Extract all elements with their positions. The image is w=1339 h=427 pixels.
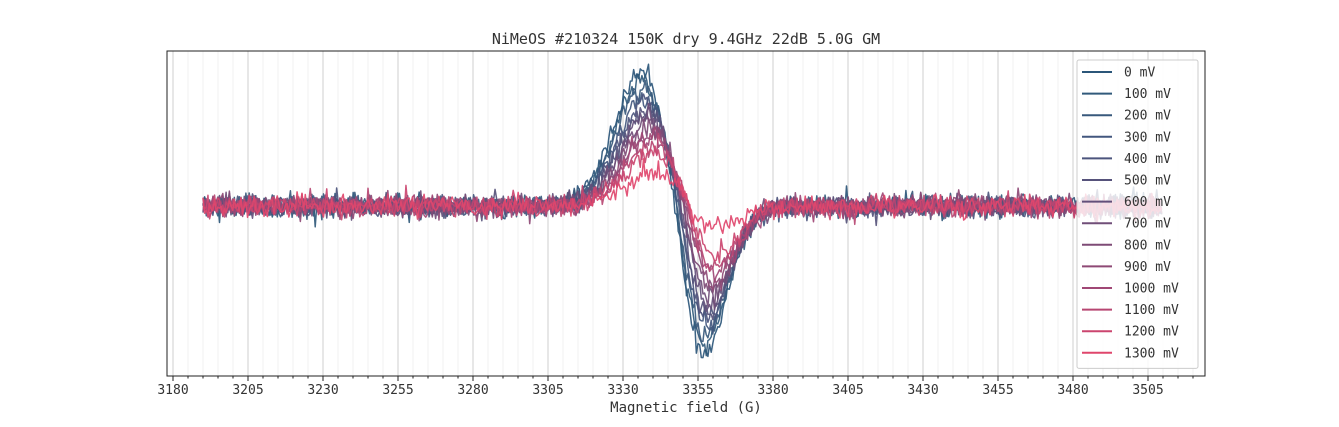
x-tick-label: 3330	[607, 383, 638, 398]
legend-label: 1200 mV	[1124, 325, 1179, 340]
x-tick-label: 3280	[457, 383, 488, 398]
x-tick-label: 3230	[307, 383, 338, 398]
legend-label: 500 mV	[1124, 174, 1171, 189]
x-tick-label: 3430	[907, 383, 938, 398]
series-layer	[202, 63, 1163, 359]
legend-label: 100 mV	[1124, 87, 1171, 102]
series-line	[202, 158, 1163, 235]
x-tick-label: 3405	[832, 383, 863, 398]
legend-label: 1000 mV	[1124, 282, 1179, 297]
plot-frame	[166, 50, 1206, 377]
legend-label: 400 mV	[1124, 152, 1171, 167]
legend-label: 1100 mV	[1124, 303, 1179, 318]
x-tick-label: 3205	[232, 383, 263, 398]
chart-title: NiMeOS #210324 150K dry 9.4GHz 22dB 5.0G…	[492, 30, 880, 48]
series-line	[202, 145, 1163, 264]
x-tick-label: 3480	[1057, 383, 1088, 398]
legend-label: 700 mV	[1124, 217, 1171, 232]
x-tick-label: 3380	[757, 383, 788, 398]
legend-box	[1076, 59, 1199, 369]
x-tick-label: 3180	[157, 383, 188, 398]
legend-label: 900 mV	[1124, 260, 1171, 275]
x-tick-label: 3305	[532, 383, 563, 398]
legend-label: 600 mV	[1124, 195, 1171, 210]
x-tick-label: 3255	[382, 383, 413, 398]
x-tick-label: 3505	[1132, 383, 1163, 398]
legend-label: 800 mV	[1124, 238, 1171, 253]
x-tick-label: 3455	[982, 383, 1013, 398]
legend-label: 1300 mV	[1124, 346, 1179, 361]
x-axis-label: Magnetic field (G)	[610, 400, 762, 416]
legend-label: 300 mV	[1124, 130, 1171, 145]
legend: 0 mV 100 mV 200 mV 300 mV 400 mV 500 mV 600 mV…	[1076, 59, 1199, 369]
x-axis-ticks: 3180 3205 3230 3255 3280 3305 3330 3355 3380 3405…	[157, 376, 1194, 398]
legend-label: 0 mV	[1124, 66, 1155, 81]
x-tick-label: 3355	[682, 383, 713, 398]
legend-label: 200 mV	[1124, 109, 1171, 124]
